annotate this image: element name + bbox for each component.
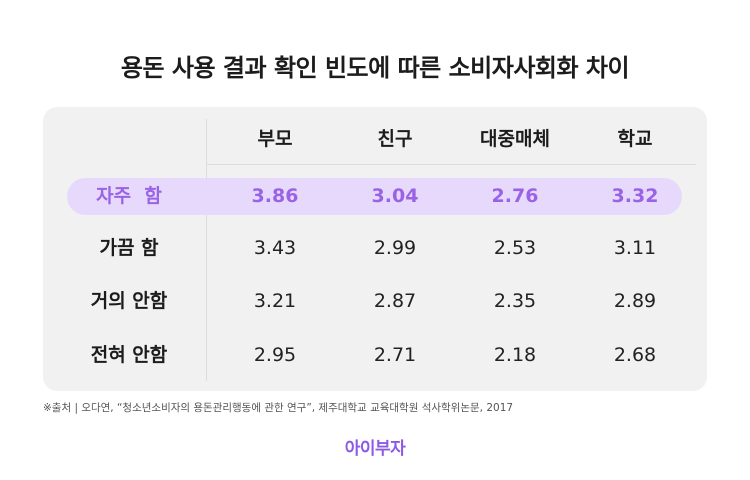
column-header-media: 대중매체 — [480, 128, 550, 150]
table-cell: 2.76 — [491, 185, 539, 207]
row-label-sometimes: 가끔 함 — [99, 237, 159, 259]
column-header-school: 학교 — [617, 128, 653, 150]
column-header-parents: 부모 — [257, 128, 293, 150]
row-label-rarely: 거의 안함 — [90, 290, 168, 312]
table-cell: 3.32 — [611, 185, 659, 207]
table-cell: 2.87 — [373, 290, 417, 312]
table-divider-vertical — [206, 119, 207, 381]
table-cell: 2.71 — [373, 344, 417, 366]
row-label-often: 자주 함 — [96, 185, 162, 207]
table-cell: 2.68 — [613, 344, 657, 366]
page-title: 용돈 사용 결과 확인 빈도에 따른 소비자사회화 차이 — [120, 54, 630, 82]
source-citation: ※출처 | 오다연, “청소년소비자의 용돈관리행동에 관한 연구”, 제주대학… — [43, 402, 514, 414]
table-cell: 3.43 — [253, 237, 297, 259]
table-cell: 3.04 — [371, 185, 419, 207]
table-cell: 2.18 — [493, 344, 537, 366]
highlight-row-bg — [67, 178, 682, 215]
table-cell: 3.11 — [613, 237, 657, 259]
row-label-never: 전혀 안함 — [90, 344, 168, 366]
table-cell: 2.35 — [493, 290, 537, 312]
table-cell: 2.99 — [373, 237, 417, 259]
table-cell: 3.21 — [253, 290, 297, 312]
column-header-friends: 친구 — [377, 128, 413, 150]
table-cell: 3.86 — [251, 185, 299, 207]
data-table: 부모 친구 대중매체 학교 자주 함 3.86 3.04 2.76 3.32 가… — [43, 107, 707, 391]
brand-logo: 아이부자 — [344, 439, 406, 459]
table-cell: 2.95 — [253, 344, 297, 366]
table-cell: 2.53 — [493, 237, 537, 259]
table-cell: 2.89 — [613, 290, 657, 312]
table-divider-horizontal — [206, 164, 696, 165]
